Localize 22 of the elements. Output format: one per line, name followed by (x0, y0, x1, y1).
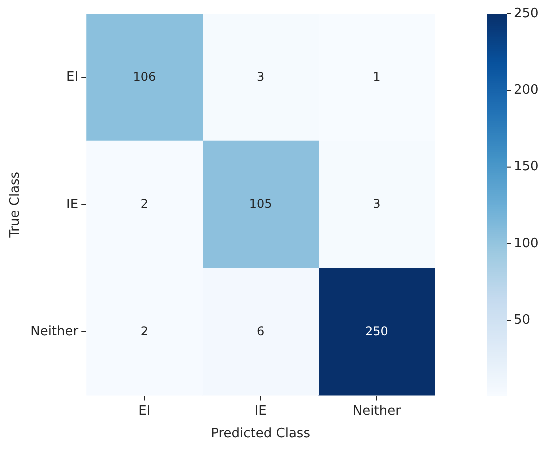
y-tick-label: Neither (30, 324, 80, 340)
color-bar-label: 200 (514, 83, 539, 98)
x-tick-label: EI (138, 404, 151, 419)
data-label: 106 (133, 70, 156, 84)
color-bar-label: 100 (514, 236, 539, 252)
y-tick-label: IE (66, 197, 79, 212)
data-label: 250 (365, 324, 388, 338)
data-label: 105 (249, 197, 272, 212)
data-label: 2 (140, 197, 148, 212)
data-label: 3 (373, 197, 381, 212)
x-axis-title: Predicted Class (211, 426, 311, 442)
x-tick-label: Neither (352, 404, 402, 419)
data-label: 6 (256, 324, 265, 338)
color-bar-label: 250 (514, 6, 539, 22)
data-label: 3 (256, 70, 265, 84)
y-tick-label: EI (66, 70, 79, 86)
color-bar-label: 50 (514, 313, 531, 328)
x-tick-label: IE (254, 404, 267, 419)
data-label: 2 (140, 324, 148, 338)
color-bar-label: 150 (514, 160, 539, 175)
y-axis-title: True Class (8, 172, 24, 239)
data-label: 1 (373, 70, 381, 84)
